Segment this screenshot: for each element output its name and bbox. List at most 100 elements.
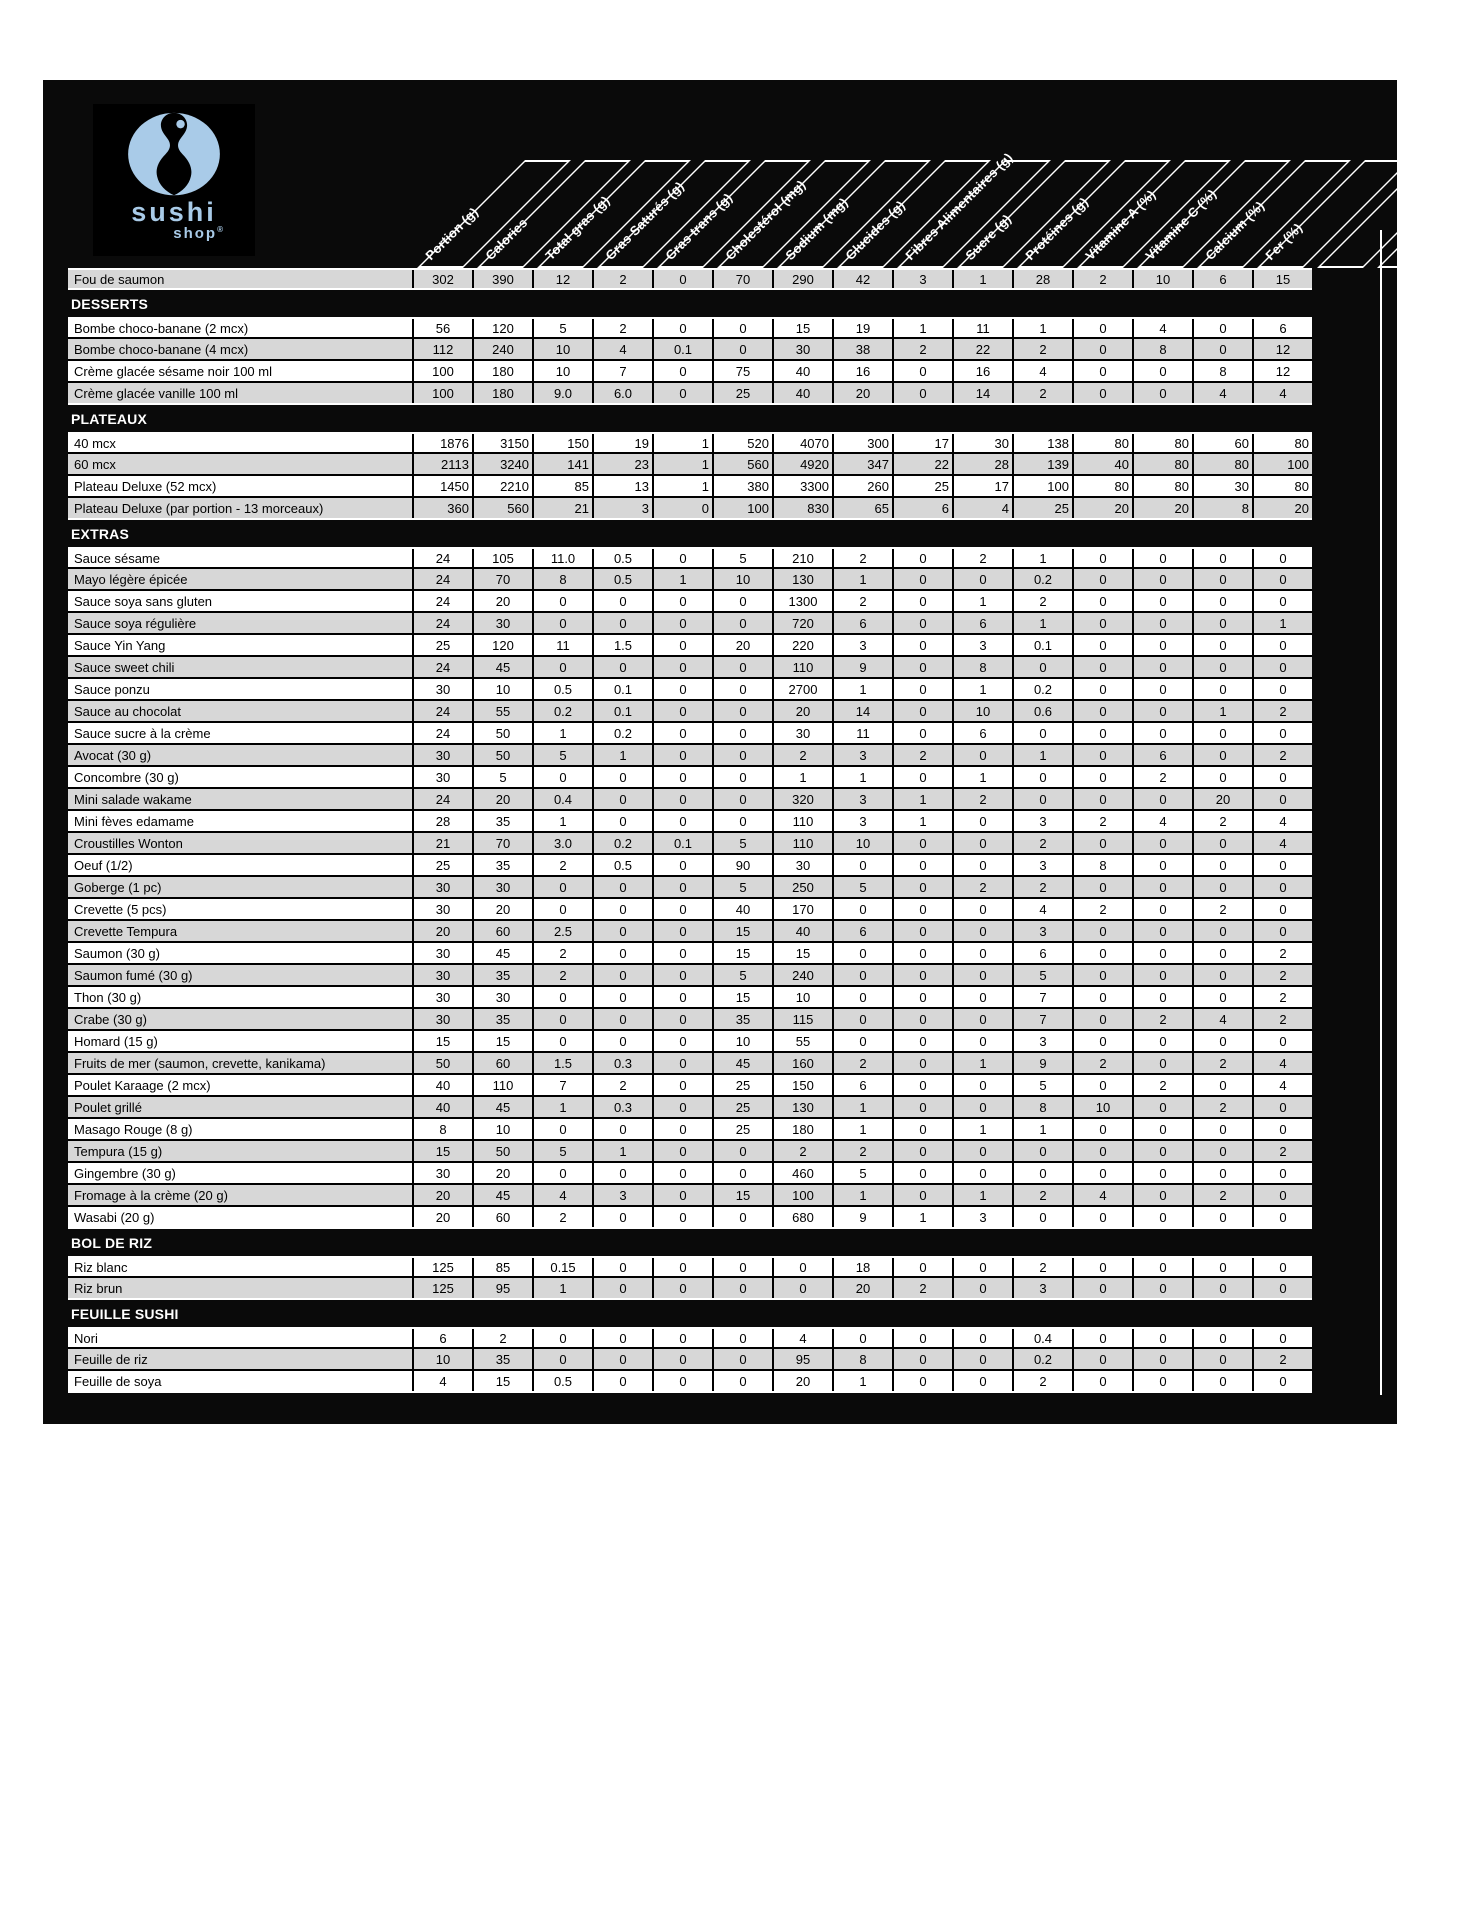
nutrition-cell: 2 — [1252, 987, 1312, 1007]
nutrition-cell: 80 — [1252, 476, 1312, 496]
nutrition-cell: 65 — [832, 498, 892, 518]
nutrition-cell: 0 — [652, 319, 712, 337]
nutrition-cell: 0 — [832, 899, 892, 919]
table-row-cr-me-glac-e-s-same-noir-100-ml: Crème glacée sésame noir 100 ml 100 180 10 7… — [68, 361, 1312, 383]
nutrition-cell: 1876 — [412, 434, 472, 452]
sushishop-fish-icon — [128, 112, 220, 196]
nutrition-cell: 0 — [1072, 1075, 1132, 1095]
nutrition-cell: 0 — [1192, 549, 1252, 567]
item-label: Sauce sweet chili — [68, 657, 412, 677]
table-row-crevette-tempura: Crevette Tempura 20 60 2.5 0 0 15 40 6 0 0 3 0 0 0 0 — [68, 921, 1312, 943]
nutrition-cell: 0 — [652, 498, 712, 518]
nutrition-cell: 50 — [472, 745, 532, 765]
nutrition-cell: 1.5 — [592, 635, 652, 655]
nutrition-cell: 2 — [1192, 1185, 1252, 1205]
nutrition-cell: 8 — [832, 1349, 892, 1369]
table-row-feuille-de-riz: Feuille de riz 10 35 0 0 0 0 95 8 0 0 0.2 0 0 0 2 — [68, 1349, 1312, 1371]
item-label: Saumon (30 g) — [68, 943, 412, 963]
item-label: Sauce ponzu — [68, 679, 412, 699]
nutrition-cell: 0 — [712, 1278, 772, 1298]
nutrition-cell: 0 — [1072, 569, 1132, 589]
nutrition-cell: 1 — [532, 811, 592, 831]
nutrition-cell: 0.1 — [652, 339, 712, 359]
nutrition-cell: 0 — [1252, 921, 1312, 941]
nutrition-cell: 830 — [772, 498, 832, 518]
nutrition-cell: 0 — [1132, 1185, 1192, 1205]
nutrition-cell: 0 — [712, 591, 772, 611]
nutrition-cell: 0 — [1252, 877, 1312, 897]
nutrition-cell: 0 — [1192, 1371, 1252, 1391]
nutrition-cell: 3 — [1012, 811, 1072, 831]
nutrition-cell: 0 — [652, 1009, 712, 1029]
nutrition-cell: 25 — [412, 635, 472, 655]
nutrition-cell: 0 — [1012, 723, 1072, 743]
nutrition-cell: 0 — [592, 1349, 652, 1369]
nutrition-cell: 0 — [892, 549, 952, 567]
nutrition-cell: 0 — [712, 319, 772, 337]
nutrition-cell: 0 — [1192, 943, 1252, 963]
nutrition-cell: 85 — [472, 1258, 532, 1276]
nutrition-cell: 0 — [1072, 767, 1132, 787]
nutrition-cell: 4 — [412, 1371, 472, 1391]
nutrition-cell: 0 — [892, 767, 952, 787]
nutrition-cell: 2 — [1072, 899, 1132, 919]
nutrition-cell: 0 — [1192, 921, 1252, 941]
nutrition-cell: 100 — [412, 383, 472, 403]
nutrition-cell: 1 — [1252, 613, 1312, 633]
nutrition-cell: 3300 — [772, 476, 832, 496]
nutrition-cell: 30 — [472, 877, 532, 897]
nutrition-cell: 12 — [1252, 339, 1312, 359]
nutrition-cell: 210 — [772, 549, 832, 567]
nutrition-cell: 0 — [1252, 679, 1312, 699]
nutrition-cell: 0.2 — [1012, 569, 1072, 589]
nutrition-cell: 1 — [532, 723, 592, 743]
nutrition-cell: 0 — [592, 987, 652, 1007]
nutrition-cell: 0 — [532, 613, 592, 633]
nutrition-cell: 115 — [772, 1009, 832, 1029]
nutrition-cell: 0 — [1072, 657, 1132, 677]
nutrition-cell: 2 — [892, 1278, 952, 1298]
nutrition-cell: 0 — [892, 701, 952, 721]
nutrition-cell: 0 — [892, 1185, 952, 1205]
nutrition-cell: 0 — [1072, 361, 1132, 381]
nutrition-cell: 80 — [1192, 454, 1252, 474]
nutrition-cell: 50 — [472, 1141, 532, 1161]
nutrition-cell: 24 — [412, 657, 472, 677]
nutrition-cell: 20 — [832, 383, 892, 403]
table-row-riz-blanc: Riz blanc 125 85 0.15 0 0 0 0 18 0 0 2 0 0 0 0 — [68, 1256, 1312, 1278]
item-label: Fromage à la crème (20 g) — [68, 1185, 412, 1205]
section-header-plateaux: PLATEAUX — [71, 410, 148, 427]
nutrition-cell: 19 — [592, 434, 652, 452]
nutrition-cell: 2 — [1192, 899, 1252, 919]
item-label: Mayo légère épicée — [68, 569, 412, 589]
nutrition-cell: 80 — [1252, 434, 1312, 452]
nutrition-cell: 0 — [592, 1258, 652, 1276]
nutrition-cell: 0.15 — [532, 1258, 592, 1276]
nutrition-cell: 8 — [1072, 855, 1132, 875]
table-row-gingembre-30-g: Gingembre (30 g) 30 20 0 0 0 0 460 5 0 0 0 0 0 0 0 — [68, 1163, 1312, 1185]
nutrition-cell: 12 — [1252, 361, 1312, 381]
nutrition-cell: 1 — [652, 434, 712, 452]
nutrition-cell: 24 — [412, 701, 472, 721]
nutrition-cell: 1 — [892, 319, 952, 337]
nutrition-cell: 0 — [832, 855, 892, 875]
nutrition-cell: 0 — [1192, 1141, 1252, 1161]
table-row-feuille-de-soya: Feuille de soya 4 15 0.5 0 0 0 20 1 0 0 2 0 0 0 0 — [68, 1371, 1312, 1393]
nutrition-cell: 21 — [532, 498, 592, 518]
nutrition-cell: 2700 — [772, 679, 832, 699]
section-header-extras: EXTRAS — [71, 525, 129, 542]
nutrition-cell: 5 — [1012, 1075, 1072, 1095]
nutrition-cell: 0 — [1192, 965, 1252, 985]
nutrition-cell: 1.5 — [532, 1053, 592, 1073]
nutrition-cell: 30 — [412, 877, 472, 897]
diagonal-column-headers: Portion (g) Calories Total gras (g) Gras Sa… — [43, 150, 1397, 268]
item-label: Feuille de soya — [68, 1371, 412, 1391]
table-row-bombe-choco-banane-2-mcx: Bombe choco-banane (2 mcx) 56 120 5 2 0 0 15 19 1… — [68, 317, 1312, 339]
nutrition-cell: 10 — [772, 987, 832, 1007]
item-label: Feuille de riz — [68, 1349, 412, 1369]
nutrition-cell: 25 — [712, 1097, 772, 1117]
nutrition-cell: 6 — [832, 613, 892, 633]
nutrition-cell: 8 — [1012, 1097, 1072, 1117]
nutrition-cell: 0 — [1132, 965, 1192, 985]
table-row-oeuf-1-2: Oeuf (1/2) 25 35 2 0.5 0 90 30 0 0 0 3 8 0 0 0 — [68, 855, 1312, 877]
